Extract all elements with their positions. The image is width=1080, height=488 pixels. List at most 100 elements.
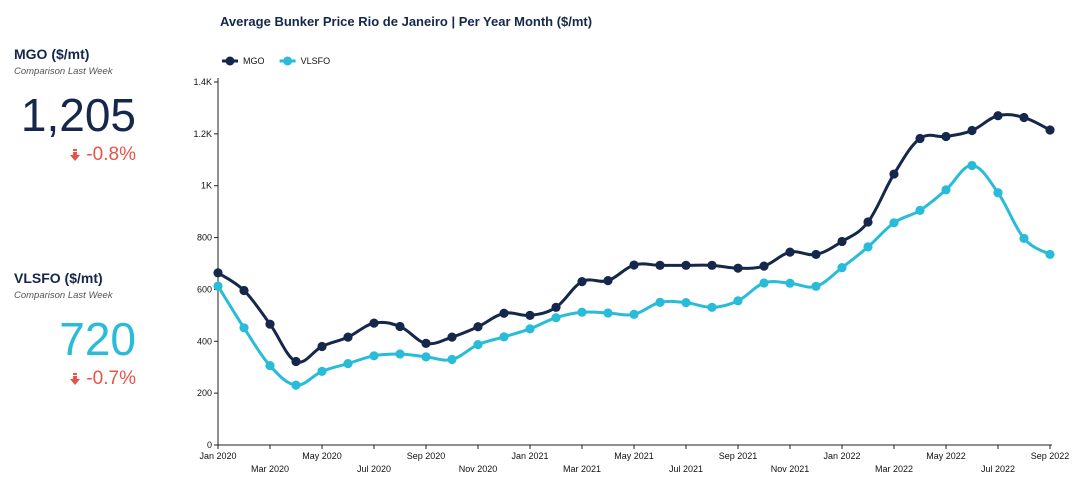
data-point-vlsfo bbox=[915, 205, 925, 215]
data-point-vlsfo bbox=[213, 281, 223, 291]
y-tick-label: 200 bbox=[197, 388, 212, 398]
y-tick-label: 1K bbox=[201, 181, 212, 191]
data-point-mgo bbox=[525, 310, 535, 320]
data-point-mgo bbox=[629, 260, 639, 270]
data-point-vlsfo bbox=[941, 185, 951, 195]
data-point-mgo bbox=[499, 308, 509, 318]
data-point-vlsfo bbox=[785, 278, 795, 288]
x-tick-label: Sep 2020 bbox=[407, 451, 446, 461]
x-tick-label: May 2021 bbox=[614, 451, 654, 461]
data-point-vlsfo bbox=[499, 332, 509, 342]
x-tick-label: Mar 2021 bbox=[563, 464, 601, 474]
data-point-vlsfo bbox=[265, 361, 275, 371]
data-point-mgo bbox=[915, 133, 925, 144]
data-point-mgo bbox=[785, 247, 795, 257]
data-point-mgo bbox=[343, 332, 353, 342]
kpi-mgo-subtitle: Comparison Last Week bbox=[14, 66, 113, 77]
legend-item-vlsfo: VLSFO bbox=[279, 56, 331, 66]
data-point-vlsfo bbox=[993, 188, 1003, 198]
data-point-mgo bbox=[863, 217, 873, 227]
data-point-mgo bbox=[1045, 125, 1055, 135]
legend-label: VLSFO bbox=[301, 56, 331, 66]
kpi-mgo-title: MGO ($/mt) bbox=[14, 46, 90, 62]
data-point-vlsfo bbox=[889, 218, 899, 228]
data-point-vlsfo bbox=[1045, 249, 1055, 260]
kpi-mgo-value: 1,205 bbox=[20, 89, 136, 141]
data-point-vlsfo bbox=[473, 340, 483, 350]
kpi-mgo: MGO ($/mt) Comparison Last Week 1,205 -0… bbox=[14, 46, 204, 176]
data-point-vlsfo bbox=[629, 309, 639, 319]
data-point-mgo bbox=[473, 322, 483, 332]
data-point-vlsfo bbox=[863, 242, 873, 252]
legend-label: MGO bbox=[243, 56, 265, 66]
data-point-mgo bbox=[967, 125, 977, 136]
x-tick-label: Jul 2020 bbox=[357, 464, 391, 474]
data-point-vlsfo bbox=[811, 281, 821, 291]
x-tick-label: Nov 2020 bbox=[459, 464, 498, 474]
data-point-vlsfo bbox=[577, 307, 587, 317]
data-point-mgo bbox=[577, 277, 587, 287]
data-point-mgo bbox=[681, 260, 691, 270]
x-tick-label: Jul 2022 bbox=[981, 464, 1015, 474]
data-point-mgo bbox=[239, 285, 249, 296]
kpi-vlsfo-change: -0.7% bbox=[70, 368, 136, 390]
data-point-mgo bbox=[317, 341, 327, 352]
data-point-mgo bbox=[369, 318, 379, 328]
data-point-mgo bbox=[291, 356, 301, 367]
kpi-vlsfo-subtitle: Comparison Last Week bbox=[14, 290, 113, 301]
x-tick-label: Mar 2022 bbox=[875, 464, 913, 474]
kpi-vlsfo-value: 720 bbox=[59, 313, 136, 365]
x-tick-label: May 2020 bbox=[302, 451, 342, 461]
data-point-mgo bbox=[941, 131, 951, 142]
chart-series bbox=[213, 111, 1055, 390]
data-point-vlsfo bbox=[291, 380, 301, 390]
data-point-vlsfo bbox=[239, 323, 249, 333]
data-point-mgo bbox=[655, 260, 665, 270]
data-point-vlsfo bbox=[603, 308, 613, 318]
data-point-vlsfo bbox=[447, 354, 457, 365]
y-tick-label: 400 bbox=[197, 336, 212, 346]
data-point-vlsfo bbox=[551, 313, 561, 323]
y-tick-label: 1.2K bbox=[193, 129, 212, 139]
x-tick-label: Sep 2022 bbox=[1031, 451, 1070, 461]
data-point-mgo bbox=[837, 236, 847, 247]
data-point-mgo bbox=[707, 260, 717, 270]
chart-title: Average Bunker Price Rio de Janeiro | Pe… bbox=[220, 14, 593, 29]
kpi-mgo-change-value: -0.8% bbox=[86, 144, 136, 165]
chart-legend: MGO VLSFO bbox=[222, 56, 330, 66]
data-point-vlsfo bbox=[655, 297, 665, 307]
x-tick-label: Mar 2020 bbox=[251, 464, 289, 474]
data-point-vlsfo bbox=[837, 263, 847, 273]
arrow-down-icon bbox=[70, 373, 81, 385]
data-point-mgo bbox=[733, 263, 743, 273]
data-point-mgo bbox=[889, 169, 899, 179]
data-point-vlsfo bbox=[343, 358, 353, 369]
y-tick-label: 1.4K bbox=[193, 77, 212, 87]
data-point-mgo bbox=[265, 319, 275, 329]
data-point-mgo bbox=[213, 268, 223, 278]
y-tick-label: 600 bbox=[197, 284, 212, 294]
x-tick-label: Jul 2021 bbox=[669, 464, 703, 474]
data-point-vlsfo bbox=[759, 278, 769, 288]
data-point-mgo bbox=[447, 332, 457, 342]
arrow-down-icon bbox=[70, 149, 81, 161]
chart-axes: 0 200 400 600 800 1K 1.2K 1.4K Jan 2020 May 2020 S… bbox=[193, 77, 1069, 474]
y-tick-label: 0 bbox=[207, 440, 212, 450]
series-line-vlsfo bbox=[216, 163, 1051, 387]
data-point-vlsfo bbox=[421, 352, 431, 362]
data-point-mgo bbox=[1019, 112, 1029, 123]
data-point-vlsfo bbox=[707, 302, 717, 312]
data-point-mgo bbox=[421, 338, 431, 348]
x-tick-label: Jan 2022 bbox=[823, 451, 860, 461]
data-point-mgo bbox=[759, 261, 769, 271]
data-point-mgo bbox=[603, 276, 613, 286]
data-point-mgo bbox=[811, 249, 821, 260]
data-point-mgo bbox=[551, 302, 561, 312]
data-point-vlsfo bbox=[1019, 233, 1029, 243]
x-tick-label: Jan 2021 bbox=[511, 451, 548, 461]
kpi-vlsfo: VLSFO ($/mt) Comparison Last Week 720 -0… bbox=[14, 270, 204, 400]
x-tick-label: Jan 2020 bbox=[199, 451, 236, 461]
data-point-vlsfo bbox=[395, 349, 405, 359]
data-point-vlsfo bbox=[525, 324, 535, 334]
